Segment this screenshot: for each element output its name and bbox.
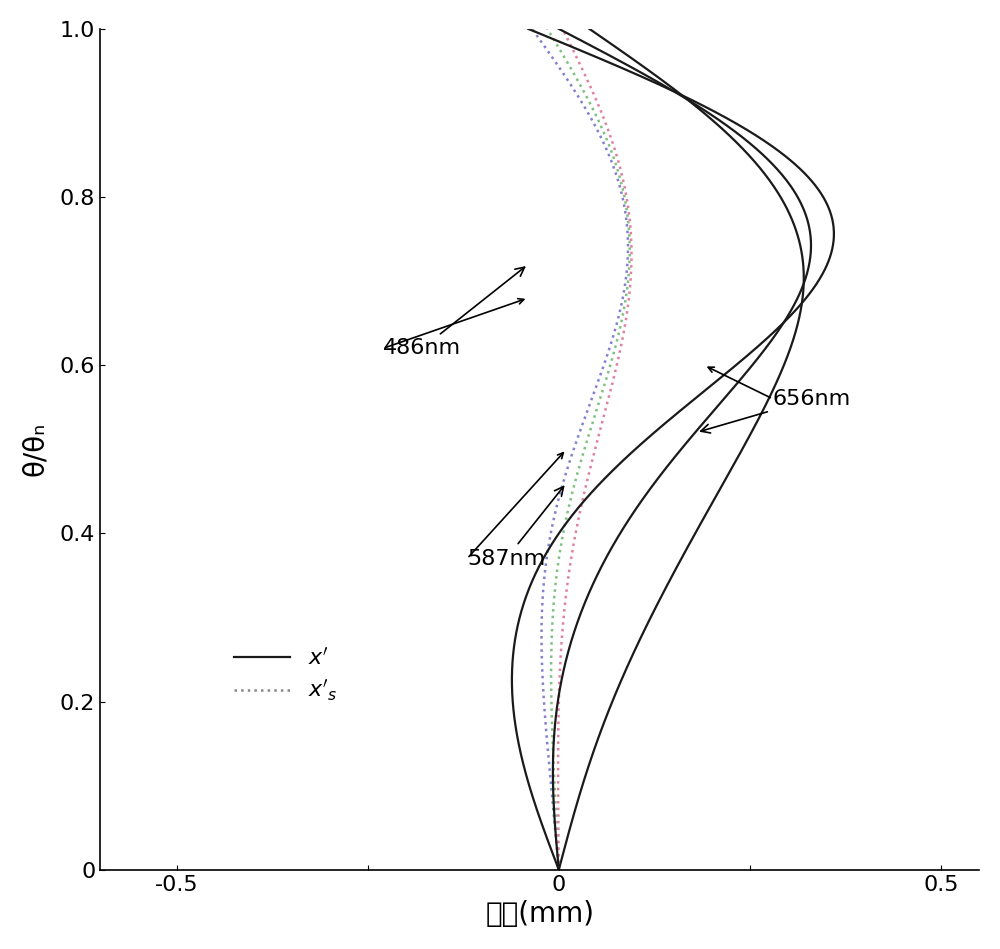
Legend: $x'$, $x'_s$: $x'$, $x'_s$ xyxy=(234,647,337,703)
Text: 486nm: 486nm xyxy=(383,268,525,359)
Y-axis label: θ/θₙ: θ/θₙ xyxy=(21,422,49,476)
Text: 587nm: 587nm xyxy=(467,487,564,568)
X-axis label: 场曲(mm): 场曲(mm) xyxy=(485,901,594,928)
Text: 656nm: 656nm xyxy=(701,389,851,433)
